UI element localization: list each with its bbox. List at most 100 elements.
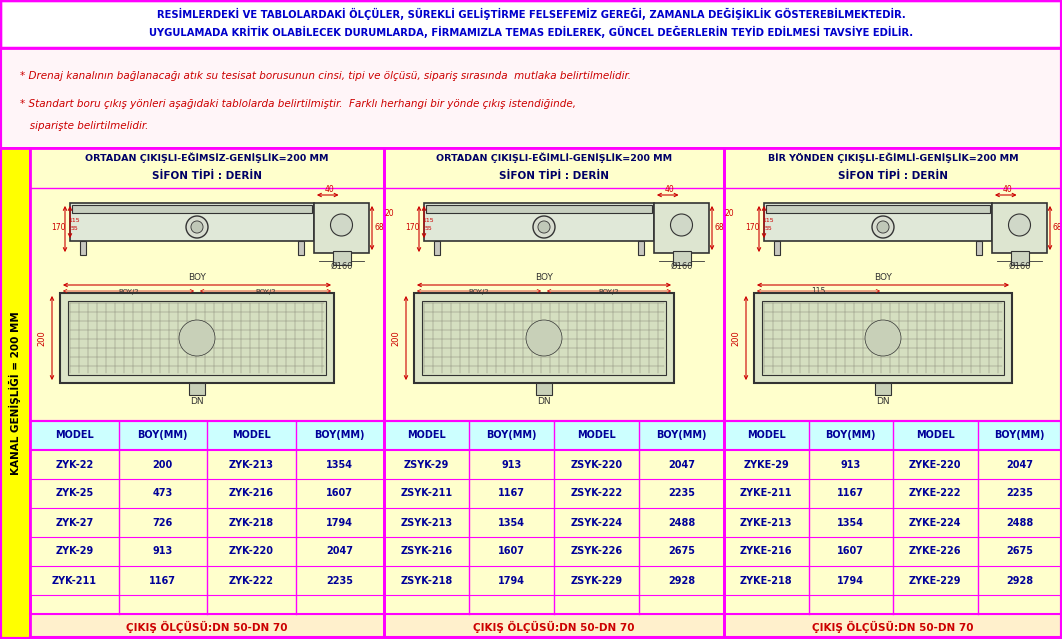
Bar [724,450,1062,479]
Text: BOY(MM): BOY(MM) [486,431,536,440]
Circle shape [870,325,896,351]
Text: ZYK-220: ZYK-220 [228,546,274,557]
Bar [30,148,384,188]
Bar [654,203,709,253]
Text: 40: 40 [665,185,674,194]
Text: 55: 55 [765,226,772,231]
Bar [774,241,780,255]
Circle shape [874,329,892,347]
Text: * Drenaj kanalının bağlanacağı atık su tesisat borusunun cinsi, tipi ve ölçüsü, : * Drenaj kanalının bağlanacağı atık su t… [20,71,631,81]
Text: SİFON TİPİ : DERİN: SİFON TİPİ : DERİN [499,171,609,181]
Bar [384,508,724,537]
Bar [976,241,982,255]
Text: 170: 170 [405,222,419,231]
Text: ÇIKIŞ ÖLÇÜSÜ:DN 50-DN 70: ÇIKIŞ ÖLÇÜSÜ:DN 50-DN 70 [126,620,288,633]
Text: 55: 55 [70,226,78,231]
Bar [414,293,674,383]
Bar [0,48,1062,148]
Bar [424,203,654,241]
Text: Ø160: Ø160 [330,261,353,270]
Text: BİR YÖNDEN ÇIKIŞLI-EĞİMLİ-GENİŞLİK=200 MM: BİR YÖNDEN ÇIKIŞLI-EĞİMLİ-GENİŞLİK=200 M… [768,153,1018,163]
Text: 1607: 1607 [837,546,864,557]
Text: SİFON TİPİ : DERİN: SİFON TİPİ : DERİN [152,171,262,181]
Text: 200: 200 [732,330,740,346]
Bar [30,188,384,421]
Bar [384,479,724,508]
Text: 68: 68 [374,224,383,233]
Text: 170: 170 [51,222,65,231]
Text: BOY(MM): BOY(MM) [994,431,1045,440]
Text: ZSYK-211: ZSYK-211 [400,488,452,498]
Circle shape [670,214,692,236]
Text: BOY(MM): BOY(MM) [656,431,706,440]
Circle shape [191,221,203,233]
Bar [72,205,312,213]
Text: BOY: BOY [535,272,553,282]
Text: 115: 115 [68,217,80,222]
Bar [189,383,205,395]
Text: RESİMLERDEKİ VE TABLOLARDAKİ ÖLÇÜLER, SÜREKLİ GELİŞTİRME FELSEFEMİZ GEREĞİ, ZAMA: RESİMLERDEKİ VE TABLOLARDAKİ ÖLÇÜLER, SÜ… [156,8,906,20]
Bar [724,188,1062,421]
Circle shape [186,216,208,238]
Circle shape [526,320,562,356]
Text: ZSYK-222: ZSYK-222 [570,488,622,498]
Bar [724,148,1062,188]
Bar [30,450,384,479]
Bar [384,450,724,479]
Bar [638,241,644,255]
Bar [384,148,724,639]
Circle shape [192,333,202,343]
Text: SİFON TİPİ : DERİN: SİFON TİPİ : DERİN [838,171,948,181]
Text: Ø160: Ø160 [1008,261,1031,270]
Text: BOY: BOY [874,272,892,282]
Circle shape [179,320,215,356]
Bar [724,479,1062,508]
Text: 913: 913 [153,546,173,557]
Text: 2928: 2928 [1006,576,1033,585]
Text: ZYK-216: ZYK-216 [228,488,274,498]
Text: 2235: 2235 [668,488,695,498]
Circle shape [184,325,210,351]
Text: ZSYK-218: ZSYK-218 [400,576,452,585]
Text: 2488: 2488 [668,518,696,528]
Circle shape [533,216,555,238]
Circle shape [878,333,888,343]
Text: 1794: 1794 [326,518,354,528]
Bar [314,203,369,253]
Text: ZYKE-216: ZYKE-216 [740,546,792,557]
Bar [764,203,992,241]
Bar [384,148,724,188]
Text: 1354: 1354 [837,518,864,528]
Bar [536,383,552,395]
Text: 200: 200 [153,459,173,470]
Text: * Standart boru çıkış yönleri aşağıdaki tablolarda belirtilmiştir.  Farklı herha: * Standart boru çıkış yönleri aşağıdaki … [20,99,576,109]
Bar [672,251,690,265]
Text: ZYKE-224: ZYKE-224 [909,518,961,528]
Text: 913: 913 [501,459,521,470]
Text: 1607: 1607 [498,546,525,557]
Circle shape [1009,214,1030,236]
Bar [724,614,1062,639]
Text: 40: 40 [1003,185,1013,194]
Text: ZSYK-216: ZSYK-216 [400,546,452,557]
Text: ZYK-25: ZYK-25 [55,488,93,498]
Text: Ø160: Ø160 [670,261,692,270]
Bar [754,293,1012,383]
Text: 2675: 2675 [1007,546,1033,557]
Text: ORTADAN ÇIKIŞLI-EĞİMLİ-GENİŞLİK=200 MM: ORTADAN ÇIKIŞLI-EĞİMLİ-GENİŞLİK=200 MM [435,153,672,163]
Text: 2047: 2047 [1007,459,1033,470]
Bar [30,479,384,508]
Text: ZYKE-220: ZYKE-220 [909,459,961,470]
Text: BOY/2: BOY/2 [118,289,139,295]
Text: 68: 68 [714,224,724,233]
Text: 2047: 2047 [668,459,695,470]
Text: DN: DN [876,397,890,406]
Text: ZSYK-226: ZSYK-226 [570,546,622,557]
Text: ZYKE-211: ZYKE-211 [740,488,792,498]
Circle shape [535,329,553,347]
Text: 2675: 2675 [668,546,695,557]
Text: MODEL: MODEL [577,431,616,440]
Text: ZYK-22: ZYK-22 [55,459,93,470]
Bar [422,301,666,375]
Text: ZYKE-218: ZYKE-218 [740,576,792,585]
